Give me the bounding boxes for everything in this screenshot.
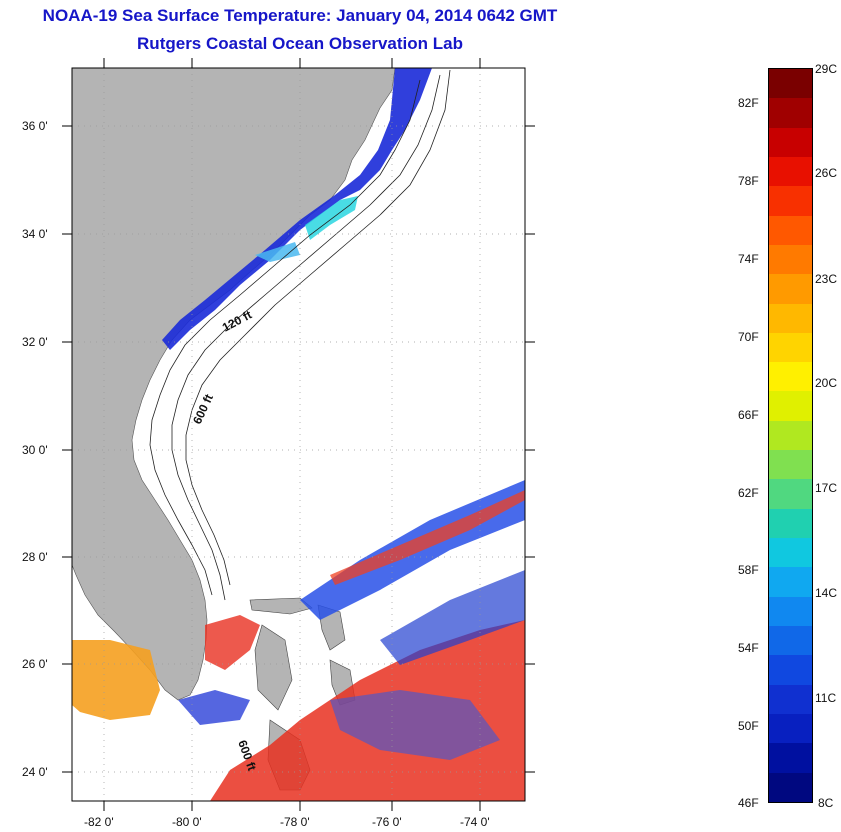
- map-frame: [71, 67, 526, 802]
- colorbar-f-label: 62F: [738, 486, 759, 500]
- isobath-600ft: [171, 74, 441, 601]
- colorbar-band: [769, 420, 812, 451]
- lat-label-34: 34 0': [22, 227, 48, 241]
- sst-gulfstream-band-2: [330, 490, 525, 585]
- colorbar-band: [769, 332, 812, 363]
- lon-label-74: -74 0': [460, 815, 490, 829]
- axis-ticks: [62, 58, 535, 811]
- sst-coastal-cold: [162, 68, 432, 350]
- sst-gulf-warm: [72, 640, 160, 720]
- colorbar-band: [769, 450, 812, 480]
- colorbar-band: [769, 596, 812, 626]
- island-andros: [254, 624, 293, 711]
- lat-label-28: 28 0': [22, 550, 48, 564]
- lat-lon-grid: [72, 68, 525, 801]
- sst-straits-blue: [178, 690, 250, 725]
- island-grand-bahama: [249, 597, 313, 615]
- colorbar-c-label: 26C: [815, 166, 838, 180]
- colorbar-band: [769, 127, 812, 157]
- colorbar-f-label: 70F: [738, 330, 759, 344]
- colorbar-f-label: 54F: [738, 641, 759, 655]
- colorbar-f-label: 78F: [738, 174, 759, 188]
- lat-label-26: 26 0': [22, 657, 48, 671]
- colorbar-band: [769, 186, 812, 216]
- colorbar-f-label: 82F: [738, 96, 759, 110]
- colorbar-band: [769, 567, 812, 597]
- lon-label-76: -76 0': [372, 815, 402, 829]
- colorbar-band: [769, 362, 812, 392]
- colorbar-c-label: 8C: [818, 796, 834, 810]
- colorbar-band: [769, 303, 812, 333]
- colorbar-c-label: 14C: [815, 586, 838, 600]
- lat-label-32: 32 0': [22, 335, 48, 349]
- colorbar-c-label: 23C: [815, 272, 838, 286]
- sst-straits: [205, 615, 260, 670]
- colorbar-c-label: 11C: [815, 691, 837, 705]
- colorbar-band: [769, 479, 812, 509]
- colorbar-f-label: 74F: [738, 252, 759, 266]
- map-title: NOAA-19 Sea Surface Temperature: January…: [42, 6, 558, 25]
- lon-label-82: -82 0': [84, 815, 114, 829]
- colorbar-band: [769, 69, 812, 99]
- colorbar-band: [769, 244, 812, 275]
- colorbar-c-label: 29C: [815, 62, 838, 76]
- lat-label-30: 30 0': [22, 443, 48, 457]
- isobath-outer: [185, 69, 451, 586]
- colorbar-f-label: 50F: [738, 719, 759, 733]
- colorbar-f-label: 66F: [738, 408, 759, 422]
- colorbar-band: [769, 655, 812, 685]
- colorbar-f-label: 58F: [738, 563, 759, 577]
- lat-label-36: 36 0': [22, 119, 48, 133]
- lon-label-80: -80 0': [172, 815, 202, 829]
- lat-label-24: 24 0': [22, 765, 48, 779]
- temperature-colorbar: [768, 68, 813, 803]
- colorbar-band: [769, 713, 812, 744]
- colorbar-band: [769, 156, 812, 187]
- sst-south-mixed: [330, 690, 500, 760]
- sst-coastal-warm-2: [255, 242, 300, 262]
- colorbar-band: [769, 98, 812, 128]
- colorbar-band: [769, 508, 812, 538]
- colorbar-band: [769, 538, 812, 568]
- isobath-120ft: [149, 79, 421, 596]
- colorbar-band: [769, 215, 812, 245]
- lon-label-78: -78 0': [280, 815, 310, 829]
- colorbar-band: [769, 684, 812, 714]
- colorbar-band: [769, 274, 812, 304]
- colorbar-f-label: 46F: [738, 796, 759, 810]
- map-subtitle: Rutgers Coastal Ocean Observation Lab: [137, 34, 463, 53]
- colorbar-c-label: 20C: [815, 376, 838, 390]
- colorbar-c-label: 17C: [815, 481, 838, 495]
- colorbar-band: [769, 772, 812, 802]
- sst-south-blue: [380, 570, 525, 665]
- colorbar-band: [769, 625, 812, 656]
- colorbar-band: [769, 743, 812, 773]
- colorbar-band: [769, 391, 812, 421]
